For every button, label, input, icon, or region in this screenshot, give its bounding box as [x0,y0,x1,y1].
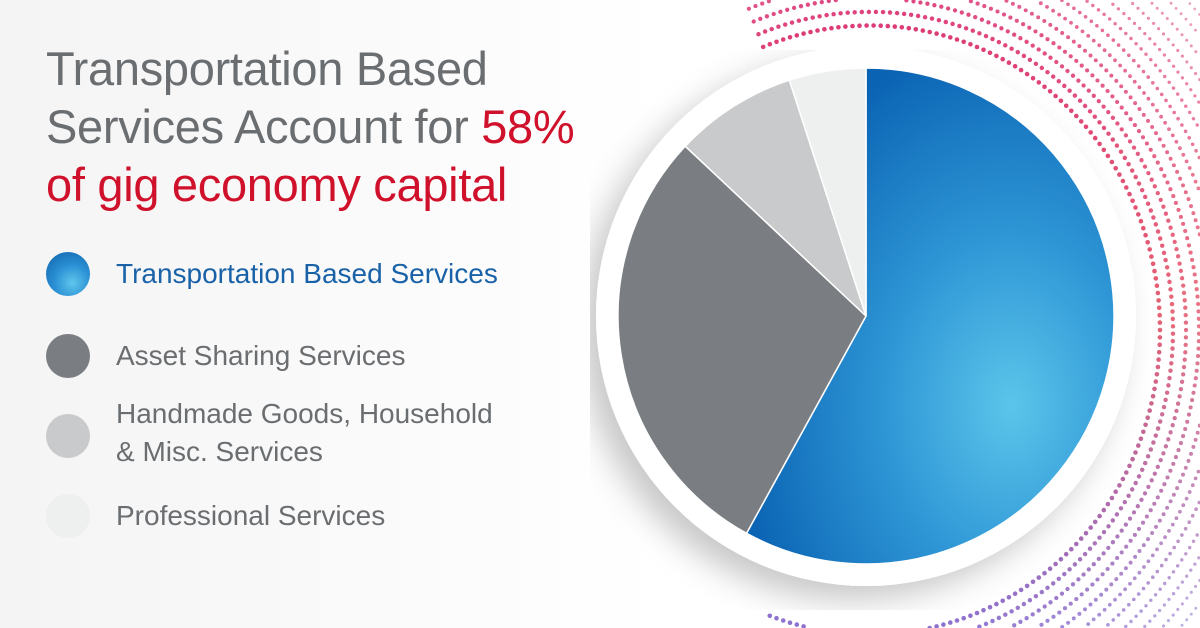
title-line-1: Transportation Based [46,42,488,95]
pie-chart [596,50,1136,586]
page-title: Transportation Based Services Account fo… [46,40,606,214]
legend-swatch-transportation [46,252,90,296]
legend-swatch-professional [46,494,90,538]
title-line-2: Services Account for 58% [46,98,606,156]
legend-label-handmade-line2: & Misc. Services [116,436,323,467]
legend-swatch-handmade [46,414,90,458]
legend-swatch-asset-sharing [46,334,90,378]
title-line-3: of gig economy capital [46,158,508,211]
legend-label-professional: Professional Services [116,500,386,531]
pie-slice-professional [788,67,867,317]
title-highlight-percent: 58% [481,100,575,153]
pie-slice-transportation [745,67,1115,565]
legend-label-transportation: Transportation Based Services [116,258,498,289]
pie-slices [617,67,1115,565]
pie-slice-handmade [684,79,867,317]
pie-slice-asset-sharing [617,145,867,535]
legend-label-asset-sharing: Asset Sharing Services [116,340,406,371]
legend-label-handmade-line1: Handmade Goods, Household [116,398,493,429]
title-line-2-prefix: Services Account for [46,100,469,153]
